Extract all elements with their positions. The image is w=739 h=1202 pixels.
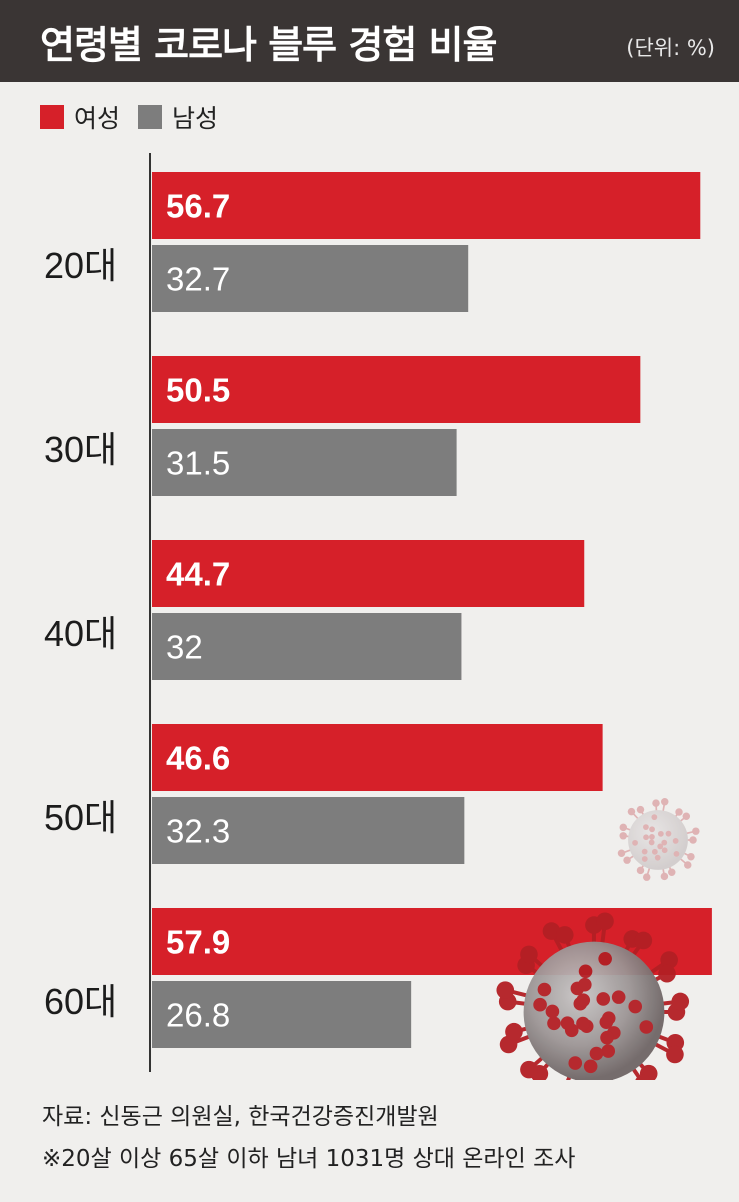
- category-label-1: 30대: [44, 429, 117, 470]
- bar-male-2: [152, 613, 462, 680]
- chart-footer: 자료: 신동근 의원실, 한국건강증진개발원 ※20살 이상 65살 이하 남녀…: [42, 1096, 575, 1180]
- survey-note: ※20살 이상 65살 이하 남녀 1031명 상대 온라인 조사: [42, 1146, 576, 1172]
- bar-male-4: [152, 981, 412, 1048]
- chart-title: 연령별 코로나 블루 경험 비율: [40, 23, 497, 67]
- category-label-2: 40대: [44, 613, 117, 654]
- bar-male-1: [152, 429, 457, 496]
- bar-female-0: [152, 172, 701, 239]
- unit-label: (단위: %): [626, 36, 715, 60]
- chart-header: 연령별 코로나 블루 경험 비율 (단위: %): [0, 0, 739, 82]
- legend-swatch-male: [138, 105, 163, 129]
- source-note: 자료: 신동근 의원실, 한국건강증진개발원: [42, 1104, 439, 1130]
- data-label-female-0: 56.7: [166, 188, 230, 225]
- data-label-female-1: 50.5: [166, 372, 230, 409]
- data-label-male-3: 32.3: [166, 813, 230, 850]
- data-label-male-2: 32: [166, 629, 203, 666]
- legend: 여성 남성: [40, 99, 236, 135]
- data-label-female-4: 57.9: [166, 924, 230, 961]
- bar-male-0: [152, 245, 469, 312]
- data-label-male-4: 26.8: [166, 997, 230, 1034]
- bar-female-2: [152, 540, 585, 607]
- category-label-0: 20대: [44, 245, 117, 286]
- data-label-female-2: 44.7: [166, 556, 230, 593]
- category-label-3: 50대: [44, 797, 117, 838]
- coronavirus-illustration-small: [617, 798, 700, 881]
- legend-item-male: 남성: [138, 99, 218, 135]
- legend-swatch-female: [40, 105, 64, 129]
- category-label-4: 60대: [44, 981, 117, 1022]
- legend-item-female: 여성: [40, 99, 120, 135]
- bar-male-3: [152, 797, 465, 864]
- data-label-male-0: 32.7: [166, 261, 230, 298]
- data-label-male-1: 31.5: [166, 445, 230, 482]
- legend-label-male: 남성: [172, 104, 219, 133]
- bar-female-1: [152, 356, 641, 423]
- coronavirus-illustration: [496, 912, 690, 1080]
- data-label-female-3: 46.6: [166, 740, 230, 777]
- bar-female-3: [152, 724, 603, 791]
- legend-label-female: 여성: [74, 104, 121, 133]
- bar-chart: 56.7 32.7 20대 50.5 31.5 30대 44.7 32 40대 46.6 32.3 5…: [44, 153, 712, 1080]
